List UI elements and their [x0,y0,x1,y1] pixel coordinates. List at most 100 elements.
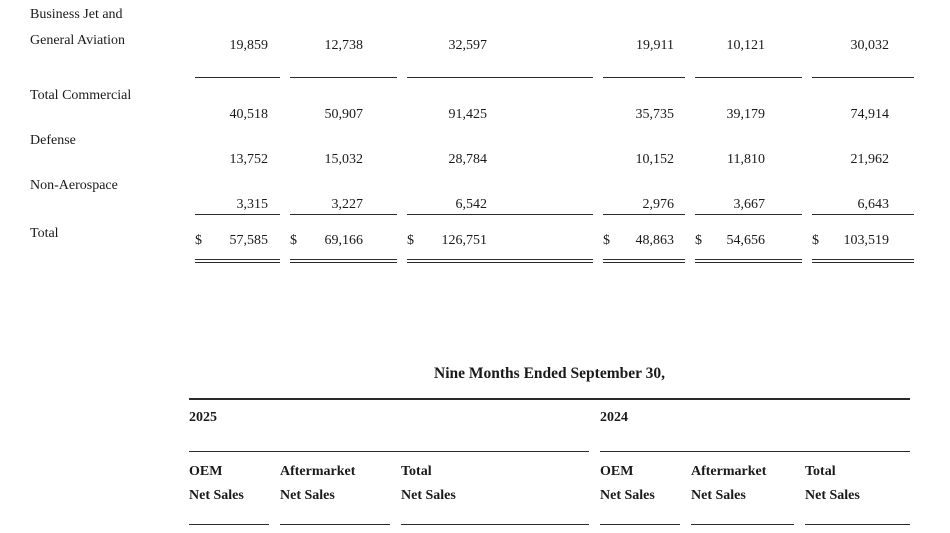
row-label: Defense [30,133,76,148]
column-rule [805,513,910,525]
header-line2: Net Sales [805,488,860,503]
title-underline [189,398,910,400]
year-group-2024: 2024 [600,410,910,452]
total-value-cell: $ 48,863 [603,226,685,249]
header-line1: OEM [189,464,223,479]
header-line2: Net Sales [691,488,746,503]
total-value: 69,166 [324,233,364,248]
total-value: 57,585 [229,233,269,248]
value-cell: 10,121 [726,38,766,53]
value-cell: 10,152 [635,152,675,167]
column-header-rule-row [189,513,910,525]
row-label: Total [30,226,59,241]
value-cell: 3,667 [733,197,766,212]
column-rule [407,56,593,78]
currency-symbol: $ [695,233,702,248]
value-cell: 3,227 [331,197,364,212]
total-value: 126,751 [441,233,488,248]
header-line2: Net Sales [401,488,456,503]
column-rule [401,513,589,525]
total-value-cell: $ 126,751 [407,226,593,249]
value-cell: 30,032 [850,38,890,53]
header-line1: Aftermarket [691,464,767,479]
row-total-commercial: Total Commercial 40,518 50,907 91,425 35… [30,78,914,123]
column-header-aftermarket-2025: Aftermarket Net Sales [280,460,390,513]
header-line1: OEM [600,464,634,479]
rule-spacer [30,213,185,215]
row-label: Total Commercial [30,88,132,103]
column-rule [691,513,794,525]
total-rule-row [30,213,914,215]
header-line2: Net Sales [600,488,655,503]
total-value-cell: $ 69,166 [290,226,397,249]
year-group-2025: 2025 [189,410,589,452]
row-business-jet-general-aviation: Business Jet and General Aviation 19,859… [30,7,914,56]
total-value: 103,519 [843,233,890,248]
header-line1: Total [805,464,836,479]
value-cell: 19,911 [636,38,674,53]
value-cell: 50,907 [324,107,364,122]
row-non-aerospace: Non-Aerospace 3,315 3,227 6,542 2,976 3,… [30,168,914,213]
column-rule [280,513,390,525]
value-cell: 6,643 [857,197,890,212]
double-rule-cell [407,249,593,265]
column-rule [290,213,397,215]
double-rule-cell [195,249,280,265]
currency-symbol: $ [407,233,414,248]
table-title: Nine Months Ended September 30, [434,365,665,382]
column-rule [290,56,397,78]
row-label: Business Jet and General Aviation [30,2,185,54]
value-cell: 11,810 [727,152,765,167]
value-cell: 40,518 [229,107,269,122]
double-rule [290,259,397,263]
total-value-cell: $ 57,585 [195,226,280,249]
total-value: 54,656 [726,233,766,248]
total-value: 48,863 [635,233,675,248]
column-rule [407,213,593,215]
column-header-total-2024: Total Net Sales [805,460,910,513]
value-cell: 39,179 [726,107,766,122]
segment-net-sales-table: Business Jet and General Aviation 19,859… [30,7,950,265]
header-line1: Total [401,464,432,479]
value-cell: 15,032 [324,152,364,167]
double-rule [195,259,280,263]
value-cell: 2,976 [642,197,675,212]
header-line1: Aftermarket [280,464,356,479]
value-cell: 74,914 [850,107,890,122]
column-header-total-2025: Total Net Sales [401,460,589,513]
double-rule [407,259,593,263]
nine-months-section: Nine Months Ended September 30, 2025 202… [189,364,910,525]
column-rule [195,213,280,215]
column-rule [695,213,802,215]
double-rule [695,259,802,263]
double-rule-cell [290,249,397,265]
column-rule [695,56,802,78]
column-rule [603,56,685,78]
currency-symbol: $ [812,233,819,248]
currency-symbol: $ [603,233,610,248]
value-cell: 6,542 [455,197,488,212]
column-rule [812,56,914,78]
header-line2: Net Sales [189,488,244,503]
row-total: Total $ 57,585 $ 69,166 $ 126,751 $ 48,8… [30,215,914,249]
year-label: 2024 [600,410,628,425]
value-cell: 35,735 [635,107,675,122]
double-rule-cell [812,249,914,265]
column-header-aftermarket-2024: Aftermarket Net Sales [691,460,794,513]
value-cell: 19,859 [229,38,269,53]
rule-spacer [30,56,185,78]
row-label-line2: General Aviation [30,33,125,48]
value-cell: 32,597 [448,38,488,53]
currency-symbol: $ [290,233,297,248]
value-cell: 21,962 [850,152,890,167]
year-label: 2025 [189,410,217,425]
column-rule [812,213,914,215]
value-cell: 13,752 [229,152,269,167]
grand-total-double-rule-row [30,249,914,265]
column-rule [189,513,269,525]
total-value-cell: $ 103,519 [812,226,914,249]
value-cell: 3,315 [236,197,269,212]
value-cell: 12,738 [324,38,364,53]
column-header-row: OEM Net Sales Aftermarket Net Sales Tota… [189,452,910,513]
